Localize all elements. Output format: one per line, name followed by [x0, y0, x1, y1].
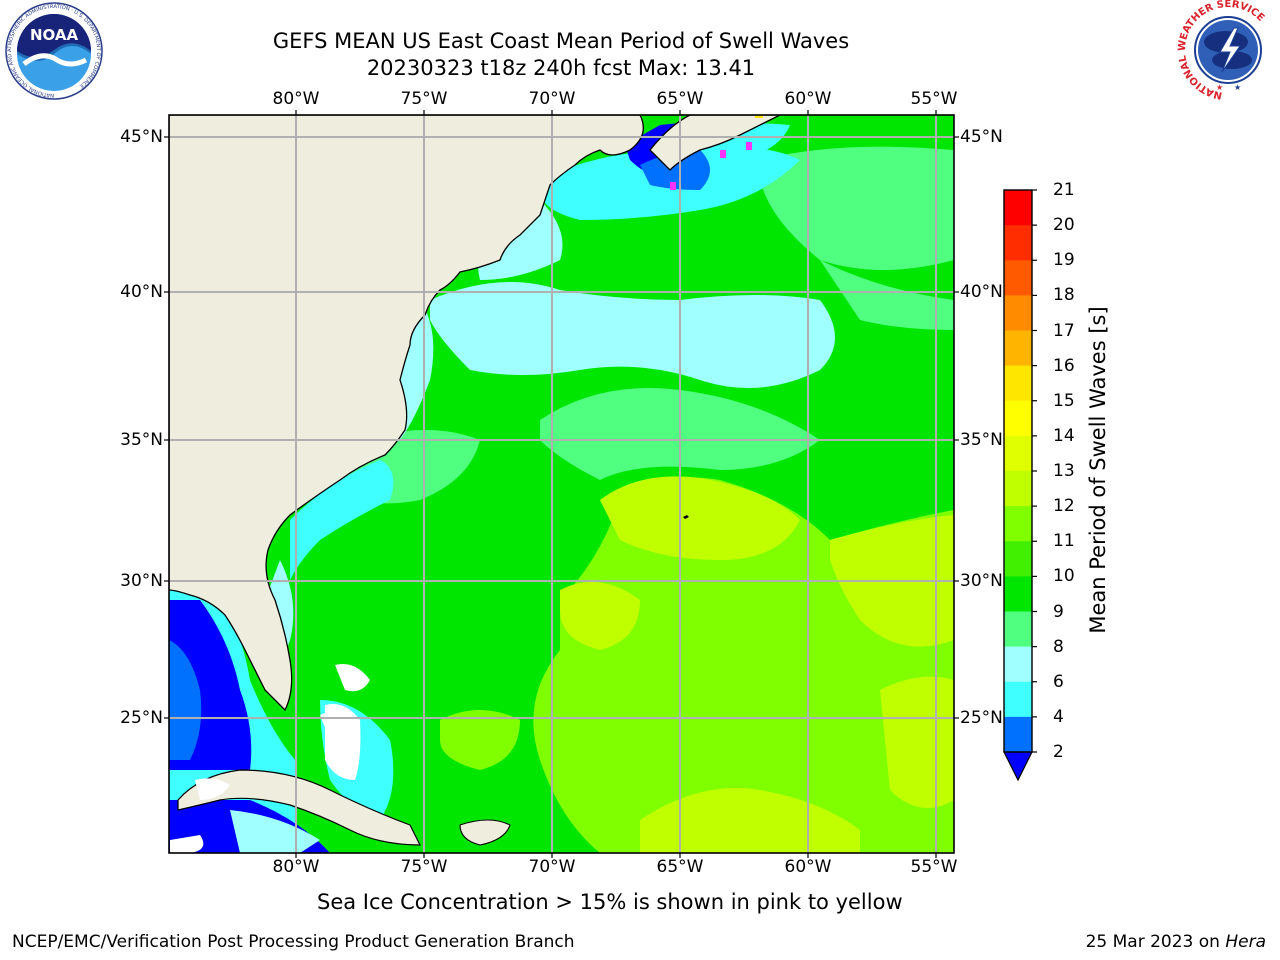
colorbar-tick-label: 2	[1053, 742, 1064, 762]
colorbar-extend-arrow	[1003, 751, 1033, 782]
map-subtitle: 20230323 t18z 240h fcst Max: 13.41	[366, 56, 756, 80]
colorbar-segment	[1004, 471, 1032, 507]
lat-label-left: 40°N	[120, 282, 163, 302]
colorbar-tick-label: 10	[1053, 566, 1075, 587]
colorbar-segment	[1004, 646, 1032, 683]
lon-label-bottom: 55°W	[910, 857, 958, 877]
lon-label-top: 60°W	[784, 89, 832, 109]
lon-label-bottom: 60°W	[784, 857, 832, 877]
colorbar	[1003, 189, 1037, 782]
colorbar-tick-label: 19	[1053, 250, 1075, 271]
lat-label-left: 35°N	[120, 430, 163, 450]
lon-label-bottom: 75°W	[400, 857, 448, 877]
lon-label-bottom: 65°W	[656, 857, 704, 877]
svg-text:NOAA: NOAA	[30, 26, 79, 44]
lon-label-bottom: 80°W	[272, 857, 320, 877]
footer-date: 25 Mar 2023 on Hera	[1085, 932, 1266, 952]
footer-machine: Hera	[1225, 932, 1266, 952]
colorbar-tick-label: 9	[1053, 601, 1064, 622]
lon-label-top: 65°W	[656, 89, 704, 109]
colorbar-segment	[1004, 260, 1032, 296]
colorbar-tick-label: 11	[1053, 531, 1075, 552]
lat-label-right: 25°N	[960, 708, 1003, 728]
lat-label-left: 25°N	[120, 708, 163, 728]
lat-label-right: 35°N	[960, 430, 1003, 450]
lat-label-right: 40°N	[960, 282, 1003, 302]
land-masses	[169, 115, 781, 853]
colorbar-tick-label: 21	[1053, 180, 1075, 200]
svg-text:★: ★	[1234, 83, 1241, 92]
colorbar-segment	[1004, 611, 1032, 648]
graticule	[169, 115, 954, 853]
colorbar-segment	[1004, 190, 1032, 226]
colorbar-label: Mean Period of Swell Waves [s]	[1086, 306, 1110, 634]
lat-label-right: 45°N	[960, 127, 1003, 147]
lat-label-left: 30°N	[120, 571, 163, 591]
lon-label-bottom: 70°W	[528, 857, 576, 877]
colorbar-segment	[1004, 506, 1032, 542]
colorbar-segment	[1004, 225, 1032, 261]
colorbar-tick-label: 17	[1053, 320, 1075, 341]
footer-credit: NCEP/EMC/Verification Post Processing Pr…	[12, 932, 575, 952]
colorbar-tick-label: 20	[1053, 215, 1075, 236]
lon-label-top: 75°W	[400, 89, 448, 109]
colorbar-segment	[1004, 400, 1032, 437]
colorbar-segment	[1004, 330, 1032, 367]
colorbar-segment	[1004, 365, 1032, 402]
colorbar-tick-label: 14	[1053, 425, 1075, 446]
colorbar-segment	[1004, 541, 1032, 577]
svg-text:★: ★	[1216, 83, 1223, 92]
colorbar-tick-label: 4	[1053, 706, 1064, 727]
lon-label-top: 80°W	[272, 89, 320, 109]
lon-label-top: 55°W	[910, 89, 958, 109]
lat-label-left: 45°N	[120, 127, 163, 147]
colorbar-tick-label: 12	[1053, 496, 1075, 517]
noaa-logo: NATIONAL OCEANIC AND ATMOSPHERIC ADMINIS…	[5, 2, 103, 100]
colorbar-tick-label: 16	[1053, 355, 1075, 376]
axis-ticks	[164, 110, 959, 858]
map-frame	[168, 114, 955, 854]
lat-label-right: 30°N	[960, 571, 1003, 591]
colorbar-segment	[1004, 435, 1032, 472]
colorbar-segment	[1004, 681, 1032, 718]
colorbar-tick-label: 13	[1053, 461, 1075, 481]
colorbar-segment	[1004, 576, 1032, 612]
lon-label-top: 70°W	[528, 89, 576, 109]
sea-ice-marks	[670, 115, 763, 190]
map-title: GEFS MEAN US East Coast Mean Period of S…	[272, 29, 850, 53]
colorbar-segment	[1004, 716, 1032, 753]
colorbar-tick-label: 8	[1053, 636, 1064, 657]
colorbar-tick-label: 15	[1053, 390, 1075, 411]
nws-logo: NATIONAL WEATHER SERVICE ★ ★	[1177, 0, 1277, 100]
colorbar-tick-label: 6	[1053, 671, 1064, 692]
colorbar-segment	[1004, 295, 1032, 331]
colorbar-tick-label: 18	[1053, 285, 1075, 306]
sea-ice-note: Sea Ice Concentration > 15% is shown in …	[317, 890, 903, 914]
